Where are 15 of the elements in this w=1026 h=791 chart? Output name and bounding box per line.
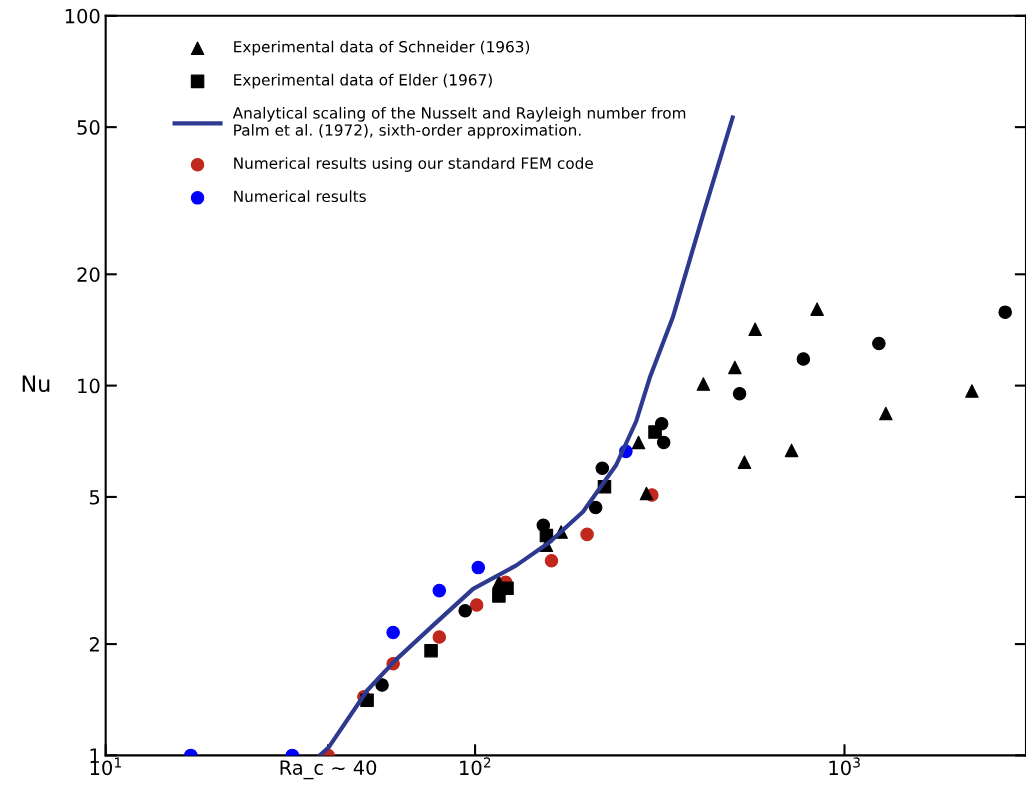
legend-label: Analytical scaling of the Nusselt and Rayleigh number from Palm et al. (1972), sixth-order approximation. <box>232 106 686 139</box>
y-tick-label: 50 <box>77 120 100 135</box>
y-tick-label: 2 <box>89 637 99 652</box>
y-tick-label: 10 <box>78 378 100 394</box>
legend-label: Experimental data of Elder (1967) <box>234 73 492 89</box>
y-tick-label: 100 <box>65 8 100 24</box>
legend-label: Experimental data of Schneider (1963) <box>234 40 530 56</box>
x-tick-label: Ra_c ~ 40 <box>280 760 377 780</box>
y-tick-label: 5 <box>89 490 100 505</box>
x-tick-label: 10$^{3}$ <box>829 757 860 776</box>
y-tick-label: 20 <box>77 267 100 282</box>
legend-label: Numerical results using our standard FEM code <box>234 157 593 172</box>
legend-label: Numerical results <box>234 190 366 203</box>
y-axis-title: Nu <box>22 375 50 393</box>
x-tick-label: 10$^{2}$ <box>460 757 491 776</box>
